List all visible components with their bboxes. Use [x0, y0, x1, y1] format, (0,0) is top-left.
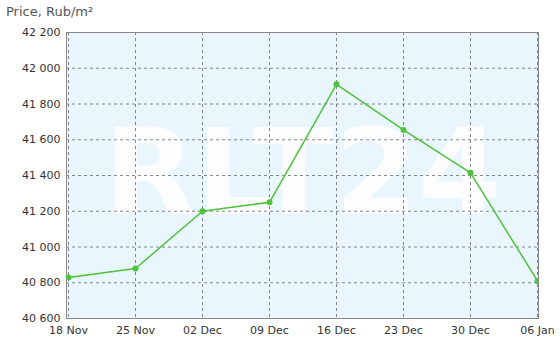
svg-text:06 Jan: 06 Jan: [520, 324, 554, 337]
svg-text:41 200: 41 200: [22, 205, 61, 218]
svg-text:09 Dec: 09 Dec: [250, 324, 289, 337]
svg-text:41 400: 41 400: [22, 169, 61, 182]
svg-text:30 Dec: 30 Dec: [451, 324, 490, 337]
svg-text:23 Dec: 23 Dec: [384, 324, 423, 337]
svg-text:40 600: 40 600: [22, 312, 61, 325]
svg-text:RLT24: RLT24: [104, 103, 502, 242]
svg-text:16 Dec: 16 Dec: [317, 324, 356, 337]
svg-text:18 Nov: 18 Nov: [49, 324, 88, 337]
svg-text:42 000: 42 000: [22, 62, 61, 75]
svg-text:41 000: 41 000: [22, 241, 61, 254]
html-text:Price, Rub/m²: Price, Rub/m²: [6, 4, 94, 19]
svg-text:41 600: 41 600: [22, 133, 61, 146]
svg-text:02 Dec: 02 Dec: [183, 324, 222, 337]
svg-text:25 Nov: 25 Nov: [116, 324, 155, 337]
svg-text:42 200: 42 200: [22, 26, 61, 39]
svg-text:41 800: 41 800: [22, 98, 61, 111]
svg-text:40 800: 40 800: [22, 276, 61, 289]
